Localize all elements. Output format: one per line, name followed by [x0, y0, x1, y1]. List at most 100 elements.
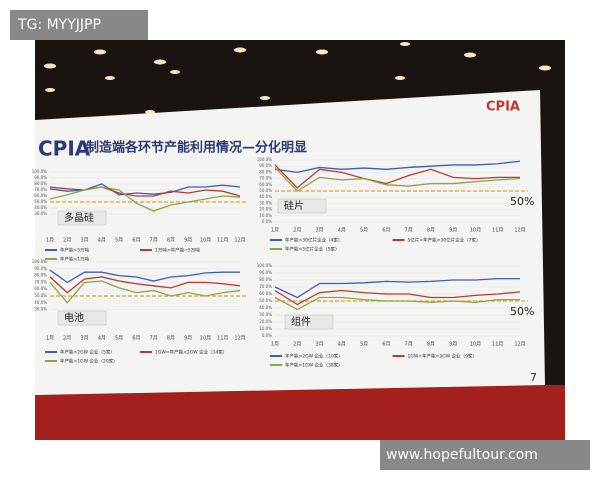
legend-label: 年产能>5万吨 [60, 247, 90, 254]
floor [35, 385, 565, 440]
y-tick-label: 30.0% [259, 200, 272, 205]
x-tick-label: 4月 [98, 238, 106, 244]
x-tick-label: 11月 [492, 342, 503, 348]
y-tick-label: 50.0% [34, 293, 47, 298]
x-tick-label: 9月 [449, 342, 457, 348]
x-tick-label: 4月 [98, 336, 106, 342]
x-tick-label: 4月 [338, 228, 346, 234]
x-tick-label: 8月 [167, 238, 175, 244]
x-tick-label: 8月 [167, 336, 175, 342]
y-tick-label: 90.0% [259, 270, 272, 275]
y-tick-label: 0.0% [262, 333, 272, 338]
y-tick-label: 90.0% [259, 163, 272, 168]
x-tick-label: 1月 [271, 342, 279, 348]
watermark: TG: MYYJJPP [17, 17, 101, 33]
x-tick-label: 7月 [405, 342, 413, 348]
x-tick-label: 10月 [200, 336, 211, 342]
series-line [49, 276, 241, 294]
x-tick-label: 3月 [315, 342, 323, 348]
y-tick-label: 100.0% [257, 157, 272, 162]
y-tick-label: 20.0% [259, 319, 272, 324]
x-tick-label: 9月 [184, 336, 192, 342]
x-tick-label: 6月 [132, 336, 140, 342]
x-tick-label: 5月 [360, 342, 368, 348]
y-tick-label: 80.0% [259, 277, 272, 282]
panel-label: 多晶硅 [64, 211, 94, 224]
x-tick-label: 9月 [449, 228, 457, 234]
y-tick-label: 40.0% [34, 300, 47, 305]
slide-title: 制造端各环节产能利用情况—分化明显 [86, 140, 307, 156]
legend-label: 年产能>30亿片企业（4家） [285, 237, 342, 244]
x-tick-label: 1月 [46, 336, 54, 342]
x-tick-label: 12月 [234, 336, 245, 342]
x-tick-label: 10月 [470, 228, 481, 234]
series-line [274, 166, 521, 192]
y-tick-label: 100.0% [257, 263, 272, 268]
legend-label: 年产能<1万吨 [60, 256, 90, 263]
y-tick-label: 30.0% [34, 307, 47, 312]
x-tick-label: 7月 [405, 228, 413, 234]
x-tick-label: 5月 [115, 336, 123, 342]
series-line [49, 280, 241, 304]
x-tick-label: 5月 [360, 228, 368, 234]
panel-label: 硅片 [284, 199, 304, 212]
y-tick-label: 50.0% [259, 188, 272, 193]
y-tick-label: 70.0% [259, 176, 272, 181]
x-tick-label: 2月 [63, 238, 71, 244]
legend-label: 年产能<5亿片企业（5家） [285, 246, 340, 253]
legend-label: 年产能>2GW 企业（10家） [285, 353, 343, 360]
x-tick-label: 3月 [80, 238, 88, 244]
y-tick-label: 60.0% [259, 182, 272, 187]
x-tick-label: 7月 [150, 336, 158, 342]
y-tick-label: 80.0% [34, 181, 47, 186]
y-tick-label: 60.0% [259, 291, 272, 296]
y-tick-label: 70.0% [34, 187, 47, 192]
x-tick-label: 8月 [427, 342, 435, 348]
y-tick-label: 70.0% [34, 279, 47, 284]
y-tick-label: 90.0% [34, 266, 47, 271]
y-tick-label: 40.0% [259, 194, 272, 199]
y-tick-label: 40.0% [34, 205, 47, 210]
series-line [274, 160, 521, 174]
x-tick-label: 2月 [293, 342, 301, 348]
legend-label: 1万吨<年产能<5万吨 [155, 247, 200, 254]
series-line [49, 186, 241, 212]
x-tick-label: 7月 [150, 238, 158, 244]
y-tick-label: 60.0% [34, 286, 47, 291]
x-tick-label: 12月 [514, 228, 525, 234]
legend-label: 1GW<年产能<2GW 企业（14家） [155, 349, 227, 356]
corner-logo: CPIA [486, 100, 520, 115]
series-line [49, 269, 240, 284]
watermark: www.hopefultour.com [386, 447, 538, 463]
ceiling-lights [44, 42, 551, 114]
page-number: 7 [530, 371, 537, 384]
legend-label: 年产能<1GW 企业（20家） [60, 358, 118, 365]
x-tick-label: 2月 [293, 228, 301, 234]
y-tick-label: 100.0% [32, 259, 47, 264]
panel-label-box [57, 310, 107, 326]
panel-label: 组件 [291, 315, 311, 328]
watermark-box [10, 10, 148, 40]
x-tick-label: 6月 [382, 342, 390, 348]
series-line [274, 277, 520, 299]
x-tick-label: 3月 [80, 336, 88, 342]
legend-label: 年产能<1GW 企业（38家） [285, 362, 343, 369]
y-tick-label: 50.0% [34, 199, 47, 204]
watermark-box [380, 440, 590, 470]
series-line [49, 186, 241, 197]
y-tick-label: 80.0% [34, 273, 47, 278]
y-tick-label: 90.0% [34, 175, 47, 180]
x-tick-label: 11月 [217, 238, 228, 244]
panel-label: 电池 [64, 311, 84, 324]
y-tick-label: 0.0% [262, 219, 272, 224]
y-tick-label: 10.0% [259, 213, 272, 218]
reference-label: 50% [510, 305, 534, 318]
y-tick-label: 70.0% [259, 284, 272, 289]
x-tick-label: 4月 [338, 342, 346, 348]
x-tick-label: 5月 [115, 238, 123, 244]
x-tick-label: 1月 [271, 228, 279, 234]
panel-label-box [277, 198, 327, 214]
slide: CPIA 制造端各环节产能利用情况—分化明显 CPIA 7 30.0%40.0%… [32, 100, 537, 385]
x-tick-label: 12月 [514, 342, 525, 348]
